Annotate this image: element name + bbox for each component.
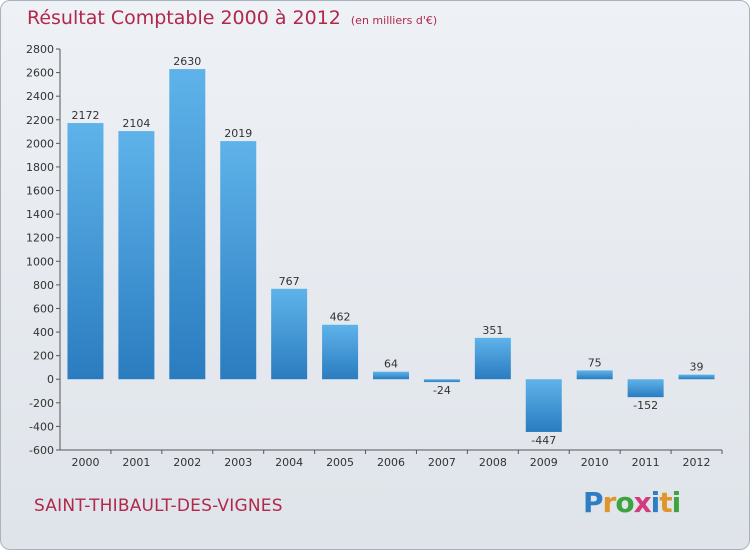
y-tick-label: 2400 (26, 90, 54, 103)
data-label: -152 (633, 399, 658, 412)
value-labels: 2172 2104 2630 2019 767 462 64 -24 351 -447 75 -152… (71, 55, 703, 447)
x-tick-label: 2003 (224, 456, 252, 469)
bar (373, 371, 409, 380)
bar (678, 374, 715, 380)
bar (576, 370, 613, 380)
x-tick-label: 2008 (479, 456, 507, 469)
data-label: 39 (690, 361, 704, 374)
y-tick-label: -600 (29, 444, 54, 457)
y-tick-label: 1400 (26, 208, 54, 221)
logo-letter: i (671, 486, 682, 519)
bar (118, 131, 155, 380)
x-tick-label: 2001 (122, 456, 150, 469)
y-tick-label: 600 (33, 302, 54, 315)
y-tick-label: 400 (33, 326, 54, 339)
data-label: 351 (482, 324, 503, 337)
bar (627, 379, 664, 398)
x-tick-label: 2000 (71, 456, 99, 469)
x-tick-label: 2002 (173, 456, 201, 469)
y-tick-label: 0 (47, 373, 54, 386)
y-tick-label: 2200 (26, 114, 54, 127)
x-tick-label: 2006 (377, 456, 405, 469)
data-label: 75 (588, 356, 602, 369)
bar (220, 141, 257, 380)
bar (525, 379, 562, 432)
chart-title-text: Résultat Comptable 2000 à 2012 (27, 7, 341, 29)
y-tick-label: 1800 (26, 161, 54, 174)
y-tick-label: 2800 (26, 43, 54, 56)
bar (322, 324, 359, 380)
x-tick-label: 2009 (530, 456, 558, 469)
logo-letter: i (650, 486, 661, 519)
bar (169, 69, 206, 380)
commune-name: SAINT-THIBAULT-DES-VIGNES (34, 496, 283, 516)
proxiti-logo: Proxiti (583, 486, 682, 519)
data-label: 2630 (173, 55, 201, 68)
x-tick-label: 2012 (683, 456, 711, 469)
y-tick-label: 1200 (26, 232, 54, 245)
logo-letter: o (615, 486, 634, 519)
logo-letter: r (602, 486, 617, 519)
y-tick-label: 2600 (26, 67, 54, 80)
bars (67, 69, 715, 432)
y-tick-label: 1000 (26, 255, 54, 268)
chart-title: Résultat Comptable 2000 à 2012 (en millie… (27, 7, 437, 29)
y-tick-label: 200 (33, 350, 54, 363)
data-label: 767 (279, 275, 300, 288)
data-label: 64 (384, 358, 398, 371)
y-tick-label: -200 (29, 397, 54, 410)
data-label: 2104 (122, 117, 150, 130)
x-tick-label: 2010 (581, 456, 609, 469)
data-label: -447 (531, 434, 556, 447)
logo-letter: t (659, 486, 672, 519)
x-tick-label: 2004 (275, 456, 303, 469)
y-tick-label: -400 (29, 420, 54, 433)
x-tick-label: 2007 (428, 456, 456, 469)
bar (474, 337, 511, 380)
x-tick-label: 2011 (632, 456, 660, 469)
data-label: 462 (330, 311, 351, 324)
y-tick-label: 800 (33, 279, 54, 292)
axes: -600 -400 -200 0 200 400 600 800 1000 1200 1400 160… (26, 43, 723, 469)
logo-letter: P (583, 486, 604, 519)
bar (423, 379, 460, 383)
x-tick-label: 2005 (326, 456, 354, 469)
logo-letter: x (633, 486, 652, 519)
data-label: 2019 (224, 127, 252, 140)
data-label: -24 (433, 384, 451, 397)
bar (67, 123, 104, 380)
chart-unit: (en milliers d'€) (350, 14, 438, 27)
data-label: 2172 (71, 109, 99, 122)
bar (271, 288, 308, 380)
y-tick-label: 2000 (26, 137, 54, 150)
y-tick-label: 1600 (26, 185, 54, 198)
